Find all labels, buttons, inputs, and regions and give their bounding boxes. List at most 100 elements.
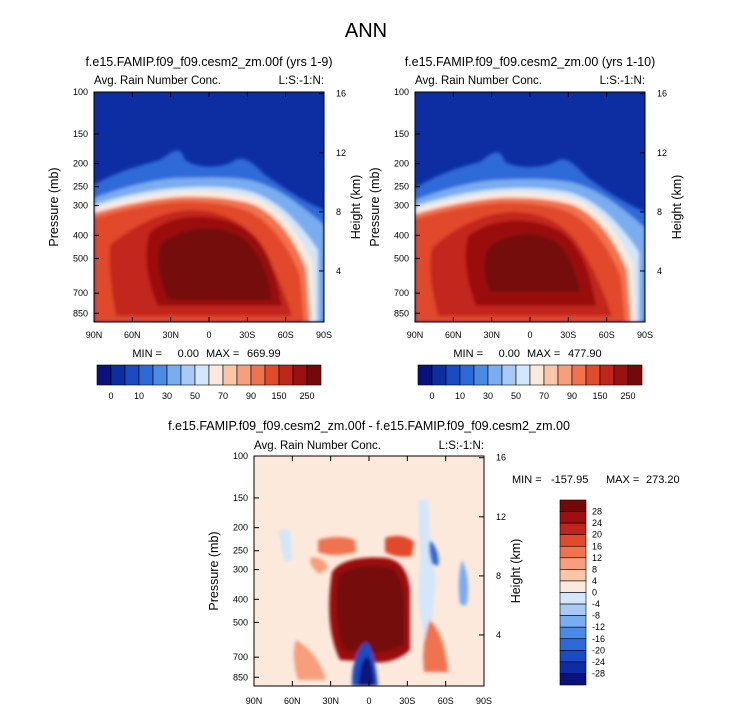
colorbar-box	[236, 364, 252, 386]
panel-3-blob-orange-d	[423, 620, 448, 672]
panel-2-x-ticks: 90N 60N 30N 0 30S 60S 90S	[407, 330, 653, 340]
panel-3-summary: MIN = -157.95 MAX = 273.20	[512, 474, 680, 486]
p1-xtick-5: 60S	[278, 330, 294, 340]
colorbar-box	[417, 364, 433, 386]
colorbar-box	[559, 522, 587, 535]
cb2-label-6: 150	[592, 391, 607, 401]
colorbar-box	[222, 364, 238, 386]
colorbar-box	[559, 534, 587, 547]
colorbar-2	[417, 364, 643, 386]
p1-xtick-0: 90N	[86, 330, 103, 340]
p3-ytick-4: 300	[233, 565, 248, 575]
panel-3-blob-paleblue-b	[278, 530, 292, 562]
p2-xtick-4: 30S	[560, 330, 576, 340]
panel-2: f.e15.FAMIP.f09_f09.cesm2_zm.00 (yrs 1-1…	[368, 55, 684, 360]
panel-3-y2-ticks: 16 12 8 4	[496, 453, 506, 640]
p1-ytick-4: 300	[73, 201, 88, 211]
panel-2-min-value: 0.00	[499, 348, 520, 360]
p2-y2tick-2: 8	[657, 207, 662, 217]
cb3-label-3: 16	[592, 541, 602, 551]
panel-2-title: f.e15.FAMIP.f09_f09.cesm2_zm.00 (yrs 1-1…	[405, 55, 656, 69]
colorbar-box	[559, 603, 587, 616]
p2-xtick-5: 60S	[599, 330, 615, 340]
colorbar-box	[208, 364, 224, 386]
p1-y2tick-2: 8	[336, 207, 341, 217]
panel-1-level-core	[158, 228, 272, 300]
panel-3-field	[254, 456, 484, 686]
p2-ytick-8: 850	[394, 308, 409, 318]
p3-ytick-1: 150	[233, 493, 248, 503]
colorbar-box	[559, 569, 587, 582]
cb3-label-6: 4	[592, 576, 597, 586]
panel-2-summary: MIN = 0.00 MAX = 477.90	[453, 348, 601, 360]
p1-y2tick-3: 4	[336, 266, 341, 276]
p1-ytick-8: 850	[73, 308, 88, 318]
p3-ytick-2: 200	[233, 523, 248, 533]
colorbar-box	[264, 364, 280, 386]
p2-y2tick-1: 12	[657, 148, 667, 158]
p1-y2tick-0: 16	[336, 89, 346, 99]
colorbar-box	[557, 364, 573, 386]
p2-ytick-4: 300	[394, 201, 409, 211]
colorbar-box	[559, 511, 587, 524]
p3-xtick-4: 30S	[399, 696, 415, 706]
p1-xtick-4: 30S	[239, 330, 255, 340]
panel-3-blob-lightblue-a	[458, 560, 469, 606]
p2-ytick-2: 200	[394, 159, 409, 169]
p3-ytick-8: 850	[233, 672, 248, 682]
panel-2-max-value: 477.90	[568, 348, 602, 360]
panel-3-left-string: Avg. Rain Number Conc.	[254, 440, 381, 452]
cb1-label-1: 10	[134, 391, 144, 401]
colorbar-box	[559, 580, 587, 593]
panel-2-max-label: MAX =	[527, 348, 560, 360]
panel-1-x-ticks: 90N 60N 30N 0 30S 60S 90S	[86, 330, 332, 340]
colorbar-box	[515, 364, 531, 386]
panel-1-ylabel: Pressure (mb)	[47, 167, 61, 246]
cb2-label-5: 90	[567, 391, 577, 401]
p2-y2tick-3: 4	[657, 266, 662, 276]
p3-y2tick-2: 8	[496, 571, 501, 581]
p3-ytick-0: 100	[233, 451, 248, 461]
panel-3-title: f.e15.FAMIP.f09_f09.cesm2_zm.00f - f.e15…	[168, 419, 570, 433]
cb1-label-5: 90	[246, 391, 256, 401]
p3-ytick-6: 500	[233, 617, 248, 627]
panel-3-x-ticks: 90N 60N 30N 0 30S 60S 90S	[246, 696, 492, 706]
cb3-label-1: 24	[592, 518, 602, 528]
cb3-label-0: 28	[592, 507, 602, 517]
p3-y2tick-0: 16	[496, 453, 506, 463]
panel-2-left-string: Avg. Rain Number Conc.	[415, 75, 542, 87]
colorbar-box	[559, 592, 587, 605]
p2-xtick-0: 90N	[407, 330, 424, 340]
panel-2-min-label: MIN =	[453, 348, 483, 360]
p3-y2tick-3: 4	[496, 630, 501, 640]
p3-ytick-3: 250	[233, 546, 248, 556]
colorbar-box	[96, 364, 112, 386]
cb3-label-8: -4	[592, 599, 600, 609]
p2-ytick-0: 100	[394, 87, 409, 97]
p1-ytick-0: 100	[73, 87, 88, 97]
colorbar-box	[529, 364, 545, 386]
panel-1-max-label: MAX =	[206, 348, 239, 360]
panel-3-blob-orange-b	[310, 557, 328, 574]
panel-2-ylabel: Pressure (mb)	[368, 167, 382, 246]
p2-ytick-7: 700	[394, 288, 409, 298]
panel-3-blob-core	[336, 566, 404, 653]
colorbar-box	[110, 364, 126, 386]
cb3-label-14: -28	[592, 668, 605, 678]
p2-xtick-6: 90S	[637, 330, 653, 340]
cb2-label-7: 250	[620, 391, 635, 401]
colorbar-box	[278, 364, 294, 386]
colorbar-box	[152, 364, 168, 386]
colorbar-box	[627, 364, 643, 386]
colorbar-box	[599, 364, 615, 386]
panel-3: f.e15.FAMIP.f09_f09.cesm2_zm.00f - f.e15…	[168, 419, 680, 706]
colorbar-box	[559, 557, 587, 570]
panel-3-blob-orange-a	[318, 537, 356, 555]
p2-ytick-1: 150	[394, 129, 409, 139]
panel-1-right-string: L:S:-1:N:	[279, 75, 324, 87]
cb1-label-0: 0	[108, 391, 113, 401]
colorbar-box	[459, 364, 475, 386]
colorbar-box	[559, 615, 587, 628]
colorbar-box	[473, 364, 489, 386]
